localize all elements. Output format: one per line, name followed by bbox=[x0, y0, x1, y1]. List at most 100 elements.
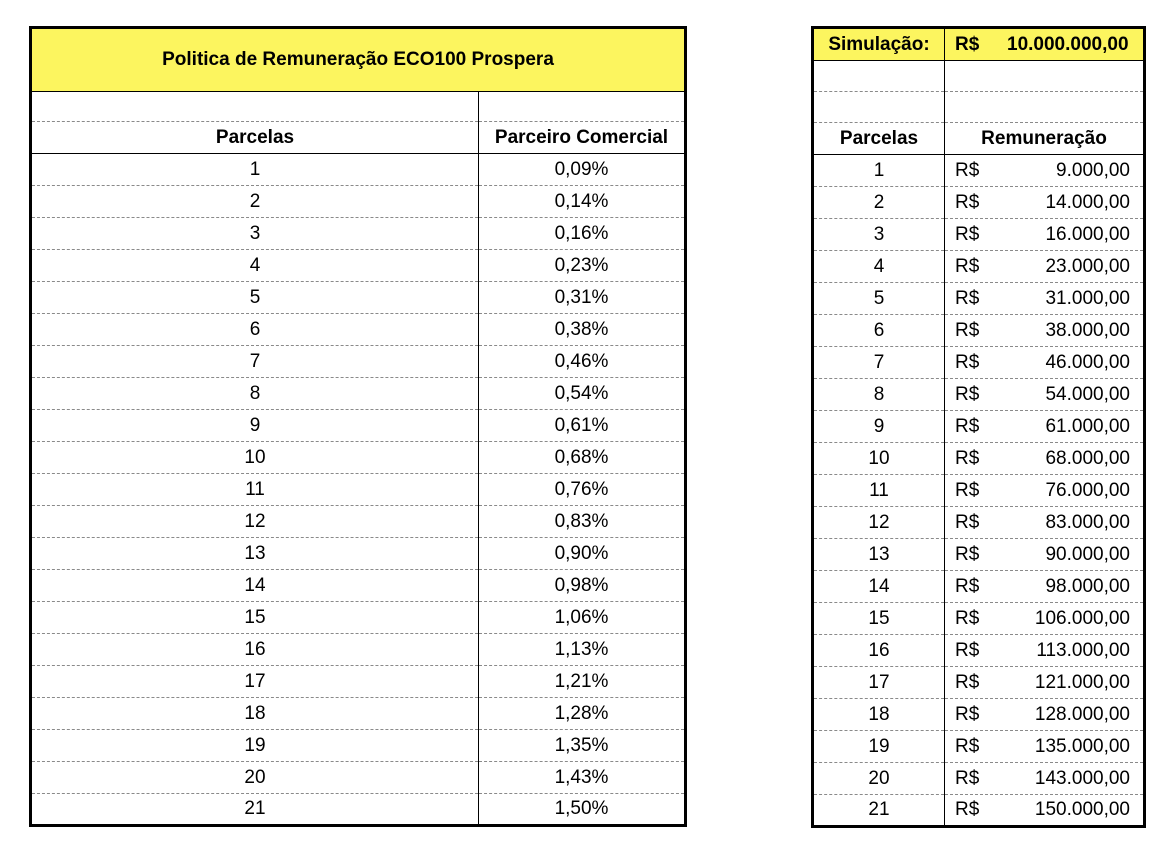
remuneracao-cell[interactable]: R$ 46.000,00 bbox=[944, 346, 1145, 379]
empty-cell[interactable] bbox=[478, 91, 686, 122]
remuneracao-cell[interactable]: R$ 14.000,00 bbox=[944, 186, 1145, 219]
parcela-number[interactable]: 9 bbox=[812, 410, 945, 443]
parcela-number[interactable]: 19 bbox=[30, 729, 479, 762]
remuneracao-cell[interactable]: R$ 143.000,00 bbox=[944, 762, 1145, 795]
remuneracao-cell[interactable]: R$ 90.000,00 bbox=[944, 538, 1145, 571]
parcela-number[interactable]: 16 bbox=[30, 633, 479, 666]
parcela-number[interactable]: 21 bbox=[30, 793, 479, 826]
parcela-number[interactable]: 17 bbox=[30, 665, 479, 698]
parcela-number[interactable]: 4 bbox=[812, 250, 945, 283]
parceiro-percentage[interactable]: 0,31% bbox=[478, 281, 686, 314]
remuneracao-cell[interactable]: R$ 150.000,00 bbox=[945, 795, 1145, 827]
parcela-number[interactable]: 8 bbox=[30, 377, 479, 410]
remuneracao-amount: 46.000,00 bbox=[1045, 351, 1130, 373]
parcela-number[interactable]: 11 bbox=[30, 473, 479, 506]
remuneracao-cell[interactable]: R$ 31.000,00 bbox=[944, 282, 1145, 315]
empty-cell[interactable] bbox=[944, 60, 1145, 92]
parcela-number[interactable]: 15 bbox=[30, 601, 479, 634]
parcela-number[interactable]: 1 bbox=[30, 153, 479, 186]
remuneracao-cell[interactable]: R$ 98.000,00 bbox=[944, 570, 1145, 603]
remuneracao-cell[interactable]: R$ 83.000,00 bbox=[944, 506, 1145, 539]
parceiro-percentage[interactable]: 0,38% bbox=[478, 313, 686, 346]
remuneracao-cell[interactable]: R$ 135.000,00 bbox=[944, 730, 1145, 763]
parcela-number[interactable]: 1 bbox=[812, 154, 945, 187]
empty-cell[interactable] bbox=[812, 91, 945, 123]
parceiro-percentage[interactable]: 0,76% bbox=[478, 473, 686, 506]
parcela-number[interactable]: 3 bbox=[30, 217, 479, 250]
remuneracao-cell[interactable]: R$ 16.000,00 bbox=[944, 218, 1145, 251]
table-row: 5 0,31% bbox=[30, 281, 686, 314]
parceiro-percentage[interactable]: 0,54% bbox=[478, 377, 686, 410]
parcela-number[interactable]: 2 bbox=[30, 185, 479, 218]
parcela-number[interactable]: 9 bbox=[30, 409, 479, 442]
remuneracao-amount: 83.000,00 bbox=[1045, 511, 1130, 533]
table-row: 12 0,83% bbox=[30, 505, 686, 538]
parceiro-percentage[interactable]: 1,06% bbox=[478, 601, 686, 634]
remuneracao-cell[interactable]: R$ 54.000,00 bbox=[944, 378, 1145, 411]
parceiro-percentage[interactable]: 0,68% bbox=[478, 441, 686, 474]
parcela-number[interactable]: 6 bbox=[30, 313, 479, 346]
parcela-number[interactable]: 17 bbox=[812, 666, 945, 699]
parceiro-percentage[interactable]: 0,09% bbox=[478, 153, 686, 186]
table-row: 11 R$ 76.000,00 bbox=[812, 474, 1145, 507]
parcela-number[interactable]: 4 bbox=[30, 249, 479, 282]
remuneracao-cell[interactable]: R$ 38.000,00 bbox=[944, 314, 1145, 347]
parcela-number[interactable]: 18 bbox=[30, 697, 479, 730]
parceiro-percentage[interactable]: 1,28% bbox=[478, 697, 686, 730]
empty-cell[interactable] bbox=[812, 60, 945, 92]
parceiro-percentage[interactable]: 0,16% bbox=[478, 217, 686, 250]
parcela-number[interactable]: 19 bbox=[812, 730, 945, 763]
empty-cell[interactable] bbox=[944, 91, 1145, 123]
parcela-number[interactable]: 12 bbox=[812, 506, 945, 539]
remuneracao-cell[interactable]: R$ 68.000,00 bbox=[944, 442, 1145, 475]
remuneracao-cell[interactable]: R$ 23.000,00 bbox=[944, 250, 1145, 283]
parcela-number[interactable]: 7 bbox=[812, 346, 945, 379]
parceiro-percentage[interactable]: 0,23% bbox=[478, 249, 686, 282]
parcela-number[interactable]: 8 bbox=[812, 378, 945, 411]
parcela-number[interactable]: 13 bbox=[30, 537, 479, 570]
parcela-number[interactable]: 20 bbox=[812, 762, 945, 795]
remuneracao-cell[interactable]: R$ 106.000,00 bbox=[944, 602, 1145, 635]
remuneracao-cell[interactable]: R$ 121.000,00 bbox=[944, 666, 1145, 699]
remuneracao-cell[interactable]: R$ 9.000,00 bbox=[944, 154, 1145, 187]
table-row: 3 0,16% bbox=[30, 217, 686, 250]
parcela-number[interactable]: 3 bbox=[812, 218, 945, 251]
table-row: 1 R$ 9.000,00 bbox=[812, 154, 1145, 187]
parceiro-percentage[interactable]: 0,90% bbox=[478, 537, 686, 570]
parcela-number[interactable]: 10 bbox=[812, 442, 945, 475]
parcela-number[interactable]: 21 bbox=[812, 794, 945, 827]
parceiro-percentage[interactable]: 0,98% bbox=[478, 569, 686, 602]
simulation-value-cell[interactable]: R$ 10.000.000,00 bbox=[944, 27, 1145, 61]
simulation-input-row: Simulação: R$ 10.000.000,00 bbox=[812, 27, 1145, 61]
parcela-number[interactable]: 15 bbox=[812, 602, 945, 635]
parcela-number[interactable]: 6 bbox=[812, 314, 945, 347]
parcela-number[interactable]: 14 bbox=[30, 569, 479, 602]
parceiro-percentage[interactable]: 0,14% bbox=[478, 185, 686, 218]
parcela-number[interactable]: 5 bbox=[812, 282, 945, 315]
remuneracao-cell[interactable]: R$ 76.000,00 bbox=[944, 474, 1145, 507]
parcela-number[interactable]: 7 bbox=[30, 345, 479, 378]
parcela-number[interactable]: 2 bbox=[812, 186, 945, 219]
parceiro-percentage[interactable]: 0,46% bbox=[478, 345, 686, 378]
parceiro-percentage[interactable]: 1,21% bbox=[478, 665, 686, 698]
remuneracao-cell[interactable]: R$ 61.000,00 bbox=[944, 410, 1145, 443]
parcela-number[interactable]: 14 bbox=[812, 570, 945, 603]
remuneracao-cell[interactable]: R$ 113.000,00 bbox=[944, 634, 1145, 667]
parceiro-percentage[interactable]: 1,13% bbox=[478, 633, 686, 666]
parceiro-percentage[interactable]: 1,35% bbox=[478, 729, 686, 762]
parceiro-percentage[interactable]: 0,83% bbox=[478, 505, 686, 538]
parceiro-percentage[interactable]: 0,61% bbox=[478, 409, 686, 442]
parcela-number[interactable]: 11 bbox=[812, 474, 945, 507]
parceiro-percentage[interactable]: 1,43% bbox=[478, 761, 686, 794]
parcela-number[interactable]: 18 bbox=[812, 698, 945, 731]
parcela-number[interactable]: 12 bbox=[30, 505, 479, 538]
parcela-number[interactable]: 13 bbox=[812, 538, 945, 571]
empty-cell[interactable] bbox=[30, 91, 479, 122]
parceiro-percentage[interactable]: 1,50% bbox=[554, 798, 609, 819]
parcela-number[interactable]: 5 bbox=[30, 281, 479, 314]
parcela-number[interactable]: 20 bbox=[30, 761, 479, 794]
table-row: 14 R$ 98.000,00 bbox=[812, 570, 1145, 603]
remuneracao-cell[interactable]: R$ 128.000,00 bbox=[944, 698, 1145, 731]
parcela-number[interactable]: 10 bbox=[30, 441, 479, 474]
parcela-number[interactable]: 16 bbox=[812, 634, 945, 667]
